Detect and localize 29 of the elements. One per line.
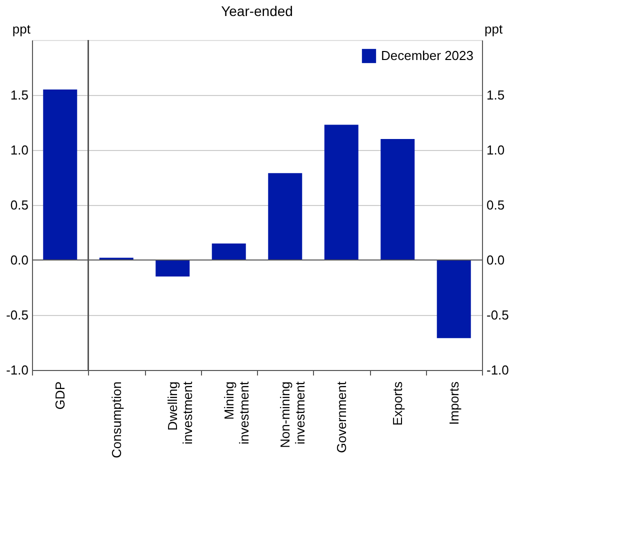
y-tick-label: 0.5 xyxy=(10,198,28,212)
y2-tick-label: -1.0 xyxy=(486,362,509,378)
bar xyxy=(43,90,78,260)
y-axis-title: ppt xyxy=(12,22,31,36)
y-tick-label: 1.0 xyxy=(10,142,28,158)
y-tick-label: 1.5 xyxy=(10,88,28,102)
y2-axis-title: ppt xyxy=(484,22,503,36)
bar xyxy=(212,244,246,260)
y-tick-label: -1.0 xyxy=(6,362,28,378)
y2-tick-label: 0.0 xyxy=(486,252,505,268)
x-tick-label: Dwelling investment xyxy=(165,381,196,444)
legend-label: December 2023 xyxy=(381,48,474,63)
y-tick-label: -0.5 xyxy=(6,308,28,322)
y-tick-label: 0.0 xyxy=(10,252,28,268)
chart-title: Year-ended xyxy=(221,3,293,19)
x-tick-label: GDP xyxy=(52,382,68,410)
bar xyxy=(436,260,471,338)
bar xyxy=(380,139,415,260)
y2-tick-label: 0.5 xyxy=(486,198,505,212)
x-tick-label: Exports xyxy=(390,381,406,426)
x-tick-label: Government xyxy=(334,381,349,454)
bar xyxy=(268,173,302,260)
y2-tick-label: 1.0 xyxy=(486,142,505,158)
bar xyxy=(156,260,190,276)
y2-tick-label: 1.5 xyxy=(486,88,505,102)
bar xyxy=(324,124,358,260)
x-tick-label: Imports xyxy=(446,381,462,425)
y2-tick-label: -0.5 xyxy=(486,308,509,322)
x-tick-label: Consumption xyxy=(108,382,124,458)
